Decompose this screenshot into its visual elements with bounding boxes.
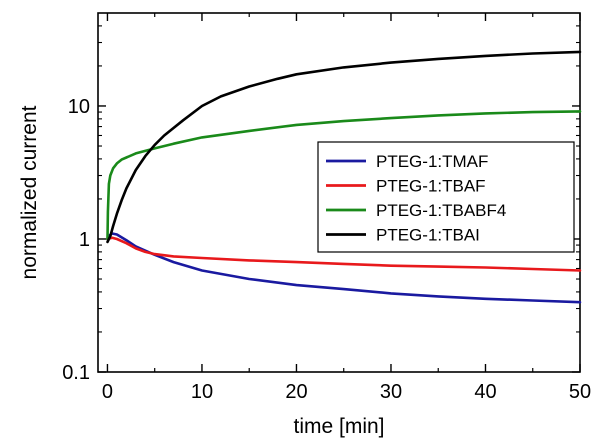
plot-frame-rect <box>97 12 581 373</box>
x-axis-title: time [min] <box>293 415 384 438</box>
series-lines <box>106 50 582 304</box>
y-tick-label: 10 <box>68 96 90 118</box>
x-tick-label: 0 <box>102 381 113 403</box>
x-tick-label: 10 <box>191 381 213 403</box>
axis-ticks <box>98 13 581 373</box>
y-tick-label: 1 <box>79 229 90 251</box>
x-tick-labels: 0 10 20 30 40 50 <box>102 381 591 403</box>
plot-frame <box>97 12 581 373</box>
y-tick-labels: 0.1 1 10 <box>62 96 90 384</box>
x-tick-label: 40 <box>474 381 496 403</box>
series-line-3 <box>106 110 582 241</box>
x-tick-label: 30 <box>380 381 402 403</box>
x-tick-label: 20 <box>285 381 307 403</box>
legend-label: PTEG-1:TBAF <box>376 177 486 196</box>
series-line-1 <box>106 232 582 304</box>
legend: PTEG-1:TMAF PTEG-1:TBAF PTEG-1:TBABF4 PTEG-… <box>317 141 575 253</box>
series-line-4 <box>106 50 582 244</box>
legend-label: PTEG-1:TBAI <box>376 226 480 245</box>
series-line-2 <box>106 236 582 272</box>
y-axis-title: normalized current <box>18 105 41 279</box>
legend-label: PTEG-1:TMAF <box>376 152 488 171</box>
legend-label: PTEG-1:TBABF4 <box>376 201 506 220</box>
x-tick-label: 50 <box>569 381 591 403</box>
y-tick-label: 0.1 <box>62 362 90 384</box>
